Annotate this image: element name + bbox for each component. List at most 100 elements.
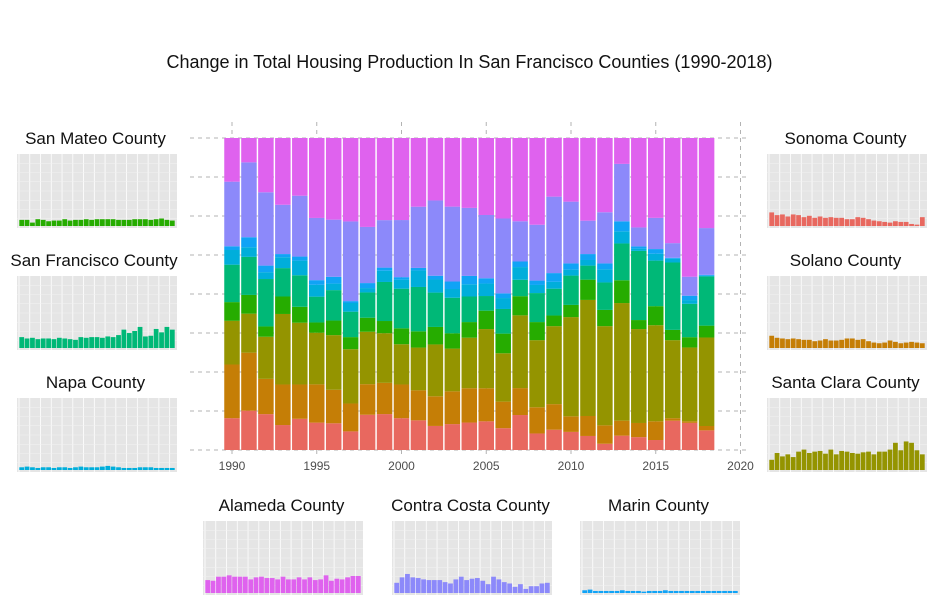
mini-bar [732, 590, 738, 593]
mini-bar [849, 338, 855, 348]
bar-segment [664, 257, 681, 259]
bar-segment [444, 391, 461, 425]
mini-chart-plot [767, 276, 927, 350]
mini-bar [909, 341, 914, 348]
bar-segment [512, 315, 528, 389]
mini-bar [259, 576, 264, 593]
mini-bar [657, 590, 663, 593]
mini-bar [528, 586, 534, 593]
bar-segment [461, 388, 478, 423]
mini-bar [94, 337, 100, 348]
chart-title: Change in Total Housing Production In Sa… [166, 52, 773, 72]
mini-bar [35, 219, 41, 226]
mini-bar [67, 339, 73, 348]
mini-bar [464, 580, 470, 593]
mini-bar [164, 219, 170, 226]
mini-bar [312, 580, 318, 593]
bar-segment [224, 138, 240, 182]
mini-bar [169, 329, 175, 348]
mini-chart-contra-costa: Contra Costa County [383, 493, 558, 601]
bar-segment [681, 422, 698, 450]
bar-segment [478, 296, 494, 311]
bar-segment [580, 265, 596, 280]
bar-segment [614, 243, 630, 281]
mini-bar [426, 580, 432, 593]
bar-segment [444, 297, 461, 334]
bar-segment [580, 138, 596, 221]
mini-bar [110, 219, 116, 226]
bar-segment [546, 281, 562, 289]
bar-segment [580, 415, 596, 436]
mini-bar [903, 342, 909, 348]
mini-bar [855, 339, 861, 348]
bar-segment [681, 421, 698, 423]
mini-bar [242, 576, 248, 593]
bar-segment [546, 273, 562, 282]
mini-chart-plot [580, 521, 740, 595]
mini-bar [914, 342, 920, 348]
x-tick-label: 1990 [219, 459, 246, 473]
mini-bar [523, 588, 529, 593]
bar-segment [563, 431, 579, 450]
bar-segment [427, 292, 444, 327]
mini-bar [169, 220, 175, 226]
mini-bar [159, 332, 164, 348]
mini-bar [866, 451, 871, 470]
mini-bar [56, 337, 62, 348]
bar-segment [648, 138, 664, 218]
mini-bar [796, 451, 801, 470]
mini-bar [89, 337, 95, 348]
mini-bar [51, 467, 57, 470]
bar-segment [275, 384, 291, 426]
mini-bar [903, 221, 909, 226]
bar-segment [614, 303, 630, 421]
mini-bar [839, 217, 845, 226]
bar-segment [698, 426, 715, 431]
mini-bar [143, 219, 148, 226]
mini-bar [159, 218, 164, 226]
mini-bar [871, 454, 877, 470]
mini-bar [291, 579, 297, 593]
mini-bar [56, 220, 62, 226]
bar-segment [258, 414, 274, 450]
bar-segment [292, 138, 308, 196]
mini-bar [24, 219, 30, 226]
bar-segment [614, 435, 630, 450]
mini-bar [695, 590, 701, 593]
mini-bar [603, 590, 609, 593]
bar-segment [393, 220, 410, 278]
mini-bar [264, 578, 270, 593]
bar-segment [631, 320, 647, 330]
mini-bar [780, 456, 785, 470]
bar-segment [444, 348, 461, 392]
mini-bar [334, 578, 340, 593]
mini-bar [216, 576, 221, 593]
mini-bar [785, 339, 791, 348]
bar-segment [224, 418, 240, 450]
bar-segment [410, 267, 427, 271]
mini-chart-title: Napa County [45, 373, 146, 392]
bar-segment [597, 263, 613, 270]
bar-segment [580, 279, 596, 300]
bar-segment [495, 218, 511, 294]
bar-segment [512, 388, 528, 416]
mini-bar [78, 337, 84, 348]
bar-segment [359, 384, 376, 415]
bar-segment [258, 138, 274, 193]
bar-segment [342, 221, 359, 302]
bar-segment [342, 337, 359, 350]
bar-segment [478, 278, 494, 284]
bar-segment [410, 390, 427, 421]
bar-segment [275, 268, 291, 297]
mini-bar [625, 590, 631, 593]
mini-bar [534, 586, 539, 593]
mini-chart-san-francisco: San Francisco County [0, 248, 188, 356]
bar-segment [529, 293, 545, 323]
mini-bar [512, 586, 518, 593]
mini-bar [812, 341, 818, 348]
mini-bar [121, 467, 127, 470]
mini-bar [121, 219, 127, 226]
mini-bar [62, 338, 68, 348]
mini-bar [67, 467, 73, 470]
bar-segment [529, 284, 545, 294]
